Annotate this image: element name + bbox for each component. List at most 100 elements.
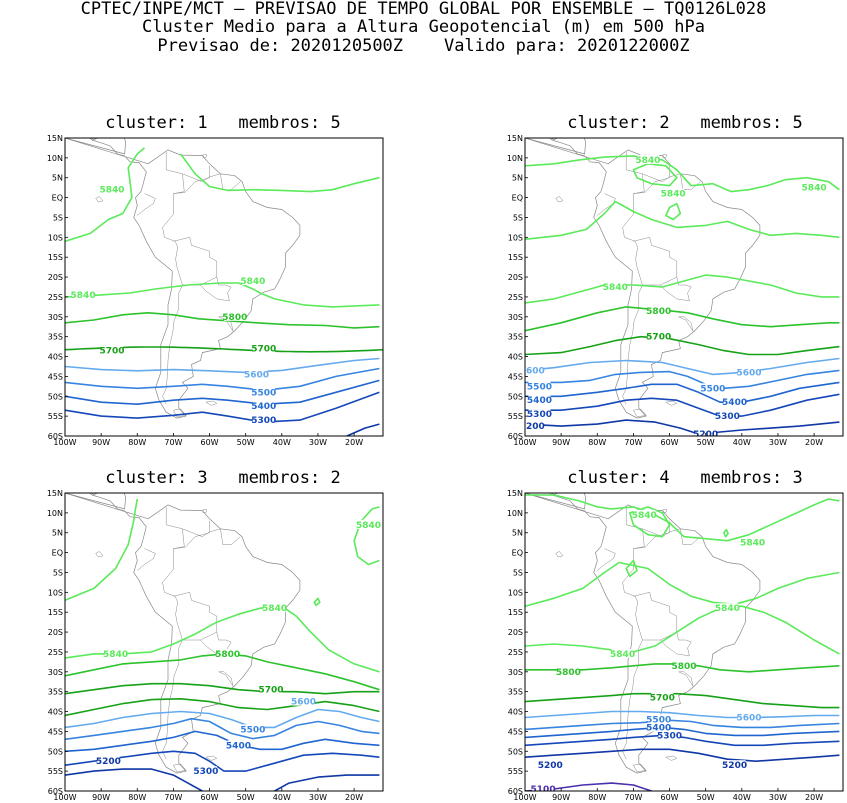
lon-label: 40W [733,438,751,447]
contour-label-bg [525,421,544,431]
contour-5700 [65,698,380,717]
lat-label: 35S [48,688,63,697]
lat-label: 50S [48,747,63,756]
contour-label: 5700 [251,345,276,355]
contour-label-bg [557,666,580,676]
lat-label: 25S [508,648,523,657]
lat-label: 5S [513,568,523,577]
island-outline [202,154,208,158]
lon-label: 80W [588,438,606,447]
contour-label-bg [694,429,717,436]
contour-label-bg [252,415,275,425]
contour-label: 5400 [527,396,552,406]
lon-label: 50W [697,793,715,802]
lat-label: 25S [508,293,523,302]
lon-label: 30W [309,793,327,802]
contour-label-bg [673,660,695,670]
country-border [622,639,643,760]
contour-5840 [353,506,380,566]
contour-label: 5800 [671,662,696,672]
header-line-3: Previsao de: 2020120500Z Valido para: 20… [157,36,690,56]
country-border [622,151,678,286]
contour-label: 5500 [646,715,671,725]
lat-label: 25S [48,293,63,302]
contour-5500 [65,717,380,741]
contour-label-bg [723,760,746,770]
contour-label-bg [223,311,246,321]
island-outline [665,400,678,406]
contour-5200 [274,774,380,791]
lat-label: EQ [512,549,523,558]
country-border [173,165,210,194]
country-border [162,151,218,286]
contour-label-bg [194,766,217,776]
lon-label: 100W [53,438,76,447]
lon-label: 50W [697,438,715,447]
contour-label-bg [539,760,562,770]
contour-label-bg [357,519,380,529]
lon-label: 60W [200,793,218,802]
contour-label-bg [647,714,670,724]
contour-label-bg [263,603,286,613]
contour-5700 [525,692,840,709]
contour-5840 [525,274,840,304]
lat-label: 40S [508,353,523,362]
contour-5200 [346,423,380,436]
contour-label-bg [100,345,123,355]
lon-label: 80W [128,438,146,447]
contour-label-bg [528,409,551,419]
contour-5840 [65,282,380,308]
country-border [137,193,156,216]
country-border [660,632,692,657]
lat-label: 10S [48,588,63,597]
country-border [200,632,232,657]
coastline-central-america [65,493,127,510]
lat-label: 20S [508,628,523,637]
lat-label: 15N [47,489,63,498]
panel-1-title: cluster: 1 membros: 5 [105,113,341,133]
contour-label: 5700 [99,347,124,357]
contour-label: 5840 [740,539,765,549]
coastline-central-america [525,138,587,155]
contour-label: 5400 [646,723,671,733]
contour-label: 5840 [262,604,287,614]
contour-label: 5840 [610,650,635,660]
contour-label: 5840 [103,650,128,660]
contour-label: 5800 [215,650,240,660]
contour-label-bg [738,367,761,377]
lat-label: 55S [48,412,63,421]
lon-label: 90W [92,793,110,802]
lat-label: 10N [47,154,63,163]
contour-label: 5800 [646,307,671,317]
contour-5300 [525,734,840,747]
lon-label: 30W [769,793,787,802]
contour-label-bg [216,648,239,658]
contour-5500 [525,369,840,390]
country-border [218,671,234,687]
contour-label: 5500 [527,382,552,392]
contour-label-bg [723,397,746,407]
contour-label-bg [252,343,275,353]
contour-label: 5840 [356,521,381,531]
contour-5840 [525,605,840,655]
contour-label-bg [647,722,670,732]
lat-label: 10S [48,233,63,242]
country-border [633,165,670,194]
contour-5840 [525,561,840,607]
lon-label: 20W [805,793,823,802]
contour-label: 5800 [556,668,581,678]
lat-label: 5S [53,213,63,222]
country-border [678,671,694,687]
contour-label-bg [245,369,268,379]
lat-label: 45S [48,372,63,381]
lat-label: 55S [508,412,523,421]
contour-label: 5840 [603,283,628,293]
lat-label: 45S [508,372,523,381]
contour-label: 5200 [96,757,121,767]
lat-label: 40S [48,353,63,362]
lon-label: 40W [733,793,751,802]
map-frame [64,492,384,792]
country-border [182,528,241,545]
contour-label-bg [738,712,761,722]
lat-label: 60S [48,787,63,796]
